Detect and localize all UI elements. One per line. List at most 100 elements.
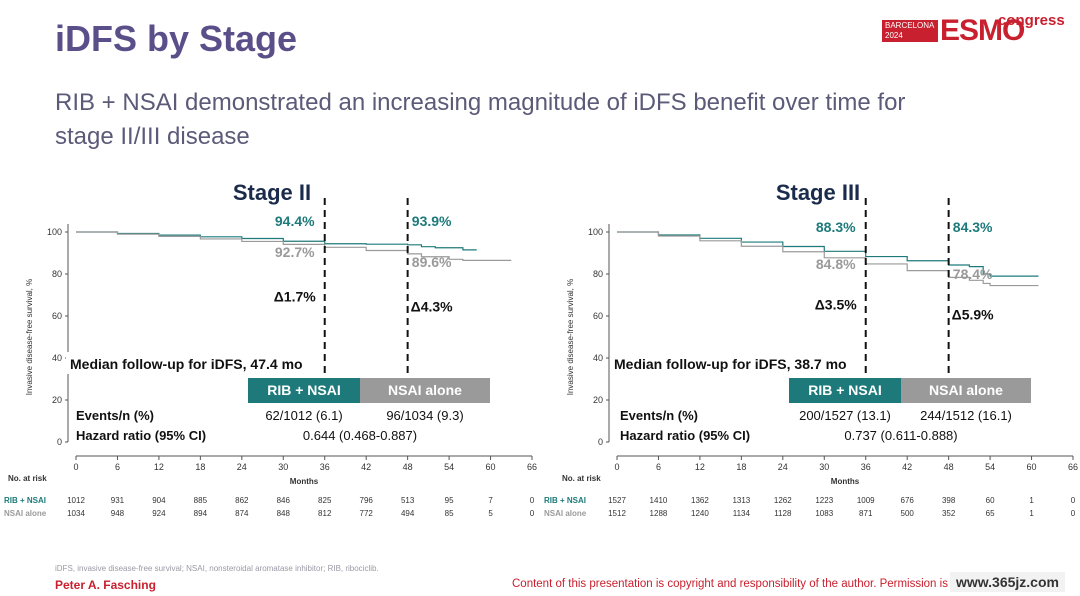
- followup-label: Median follow-up for iDFS, 38.7 mo: [614, 356, 847, 372]
- hr-value: 0.644 (0.468-0.887): [303, 428, 417, 443]
- y-tick-label: 80: [593, 269, 603, 279]
- at-risk-value: 1009: [857, 496, 875, 505]
- stage-ii-chart: Stage II 0 20 40 60 80 100 0 6 12 18 24 30 36 42 48 54 60…: [4, 180, 537, 518]
- at-risk-value: 874: [235, 509, 249, 518]
- followup-label: Median follow-up for iDFS, 47.4 mo: [70, 356, 303, 372]
- logo-year: 2024: [885, 31, 903, 40]
- x-tick-label: 36: [861, 462, 871, 472]
- y-tick-label: 40: [593, 353, 603, 363]
- at-risk-rib-label: RIB + NSAI: [4, 496, 46, 505]
- slide-title: iDFS by Stage: [55, 18, 298, 59]
- at-risk-value: 1240: [691, 509, 709, 518]
- at-risk-nsai-label: NSAI alone: [4, 509, 47, 518]
- at-risk-value: 885: [194, 496, 208, 505]
- logo-badge: BARCELONA 2024: [882, 20, 938, 42]
- at-risk-value: 1: [1029, 509, 1034, 518]
- at-risk-value: 1313: [732, 496, 750, 505]
- chart-title: Stage II: [233, 180, 311, 205]
- x-tick-label: 6: [115, 462, 120, 472]
- at-risk-value: 513: [401, 496, 415, 505]
- landmark-nsai-label: 78.4%: [953, 266, 993, 282]
- x-tick-label: 30: [278, 462, 288, 472]
- nsai-header-box: [360, 378, 490, 403]
- landmark-delta-label: Δ1.7%: [274, 288, 317, 304]
- at-risk-value: 7: [488, 496, 493, 505]
- at-risk-value: 812: [318, 509, 332, 518]
- nsai-header-label: NSAI alone: [388, 382, 462, 398]
- at-risk-value: 85: [445, 509, 454, 518]
- landmark-rib-label: 84.3%: [953, 219, 993, 235]
- y-tick-label: 100: [588, 227, 603, 237]
- at-risk-value: 1128: [774, 509, 792, 518]
- rib-header-label: RIB + NSAI: [267, 382, 341, 398]
- at-risk-value: 95: [445, 496, 454, 505]
- followup-bg: [66, 352, 318, 374]
- landmark-nsai-label: 92.7%: [275, 244, 315, 260]
- x-tick-label: 6: [656, 462, 661, 472]
- x-tick-label: 12: [154, 462, 164, 472]
- at-risk-value: 1012: [67, 496, 85, 505]
- landmark-nsai-label: 89.6%: [412, 254, 452, 270]
- rib-header-box: [248, 378, 360, 403]
- at-risk-value: 1410: [650, 496, 668, 505]
- x-tick-label: 60: [486, 462, 496, 472]
- logo-brand: ESMO: [940, 14, 1025, 47]
- x-tick-label: 24: [237, 462, 247, 472]
- landmark-nsai-label: 84.8%: [816, 256, 856, 272]
- x-tick-label: 54: [985, 462, 995, 472]
- y-axis-title: Invasive disease-free survival, %: [25, 279, 34, 396]
- hr-label: Hazard ratio (95% CI): [76, 428, 206, 443]
- y-tick-label: 40: [52, 353, 62, 363]
- author-name: Peter A. Fasching: [55, 578, 156, 592]
- at-risk-title: No. at risk: [8, 474, 47, 483]
- x-tick-label: 54: [444, 462, 454, 472]
- nsai-events: 244/1512 (16.1): [920, 408, 1012, 423]
- y-tick-label: 60: [593, 311, 603, 321]
- at-risk-value: 1223: [815, 496, 833, 505]
- logo-suffix: congress: [998, 12, 1065, 29]
- at-risk-value: 0: [530, 509, 535, 518]
- chart-title: Stage III: [776, 180, 860, 205]
- nsai-events: 96/1034 (9.3): [386, 408, 463, 423]
- rib-header-label: RIB + NSAI: [808, 382, 882, 398]
- x-tick-label: 0: [73, 462, 78, 472]
- at-risk-value: 904: [152, 496, 166, 505]
- at-risk-value: 352: [942, 509, 956, 518]
- rib-header-box: [789, 378, 901, 403]
- at-risk-value: 948: [111, 509, 125, 518]
- y-tick-label: 80: [52, 269, 62, 279]
- rib-events: 62/1012 (6.1): [265, 408, 342, 423]
- x-tick-label: 48: [944, 462, 954, 472]
- at-risk-value: 494: [401, 509, 415, 518]
- at-risk-value: 0: [1071, 509, 1076, 518]
- at-risk-value: 0: [1071, 496, 1076, 505]
- y-tick-label: 20: [593, 395, 603, 405]
- x-tick-label: 60: [1027, 462, 1037, 472]
- subtitle-line-1: RIB + NSAI demonstrated an increasing ma…: [55, 89, 906, 116]
- x-tick-label: 42: [902, 462, 912, 472]
- at-risk-value: 848: [277, 509, 291, 518]
- logo-city: BARCELONA: [885, 21, 935, 30]
- at-risk-value: 1288: [650, 509, 668, 518]
- at-risk-value: 1527: [608, 496, 626, 505]
- at-risk-value: 65: [986, 509, 995, 518]
- hr-label: Hazard ratio (95% CI): [620, 428, 750, 443]
- x-tick-label: 12: [695, 462, 705, 472]
- nsai-header-label: NSAI alone: [929, 382, 1003, 398]
- x-tick-label: 66: [1068, 462, 1078, 472]
- landmark-delta-label: Δ4.3%: [411, 298, 454, 314]
- stage-ii-panel: Stage II 0 20 40 60 80 100 0 6 12 18 24 30 36 42 48 54 60…: [0, 170, 540, 530]
- footnote: iDFS, invasive disease-free survival; NS…: [55, 564, 379, 573]
- y-tick-label: 0: [598, 437, 603, 447]
- y-axis-title: Invasive disease-free survival, %: [566, 279, 575, 396]
- at-risk-value: 1512: [608, 509, 626, 518]
- at-risk-value: 796: [360, 496, 374, 505]
- at-risk-value: 772: [360, 509, 374, 518]
- at-risk-title: No. at risk: [562, 474, 601, 483]
- at-risk-value: 0: [530, 496, 535, 505]
- esmo-logo: BARCELONA 2024 ESMO congress: [880, 12, 1065, 50]
- x-tick-label: 0: [614, 462, 619, 472]
- landmark-rib-label: 88.3%: [816, 219, 856, 235]
- hr-value: 0.737 (0.611-0.888): [844, 428, 957, 443]
